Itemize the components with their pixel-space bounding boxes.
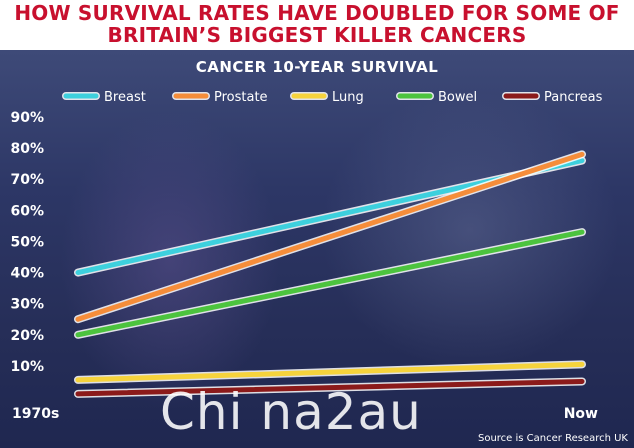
x-tick-label: Now [564,406,598,422]
legend-label-pancreas: Pancreas [544,90,603,105]
chart-panel [0,50,634,448]
y-tick-label: 30% [10,297,44,313]
x-axis-ticks: 1970s Now [12,406,598,422]
headline-line-2: BRITAIN’S BIGGEST KILLER CANCERS [107,23,527,47]
series-lines [74,150,586,398]
legend-label-prostate: Prostate [214,90,268,105]
headline-line-1: HOW SURVIVAL RATES HAVE DOUBLED FOR SOME… [14,1,620,25]
legend-label-lung: Lung [332,90,364,105]
x-tick-label: 1970s [12,406,59,422]
y-tick-label: 40% [10,266,44,282]
source-note: Source is Cancer Research UK [477,433,628,444]
y-tick-label: 80% [10,141,44,157]
legend-label-breast: Breast [104,90,146,105]
y-axis-ticks: 10% 20% 30% 40% 50% 60% 70% 80% 90% [10,110,44,375]
series-line-lung [75,361,585,383]
y-tick-label: 20% [10,328,44,344]
y-tick-label: 10% [10,359,44,375]
legend-label-bowel: Bowel [438,90,477,105]
y-tick-label: 50% [10,234,44,250]
chart-title: CANCER 10-YEAR SURVIVAL [195,58,439,76]
y-tick-label: 90% [10,110,44,126]
series-line-bowel [75,229,585,338]
series-line-pancreas [75,378,585,397]
background-equipment-shade [320,90,620,370]
background-figure-shade [60,110,280,410]
legend: Breast Prostate Lung Bowel Pancreas [62,90,603,105]
series-line-prostate [75,151,585,322]
y-tick-label: 70% [10,172,44,188]
headline: HOW SURVIVAL RATES HAVE DOUBLED FOR SOME… [0,0,634,50]
y-tick-label: 60% [10,203,44,219]
watermark: Chi na2au [160,383,422,441]
